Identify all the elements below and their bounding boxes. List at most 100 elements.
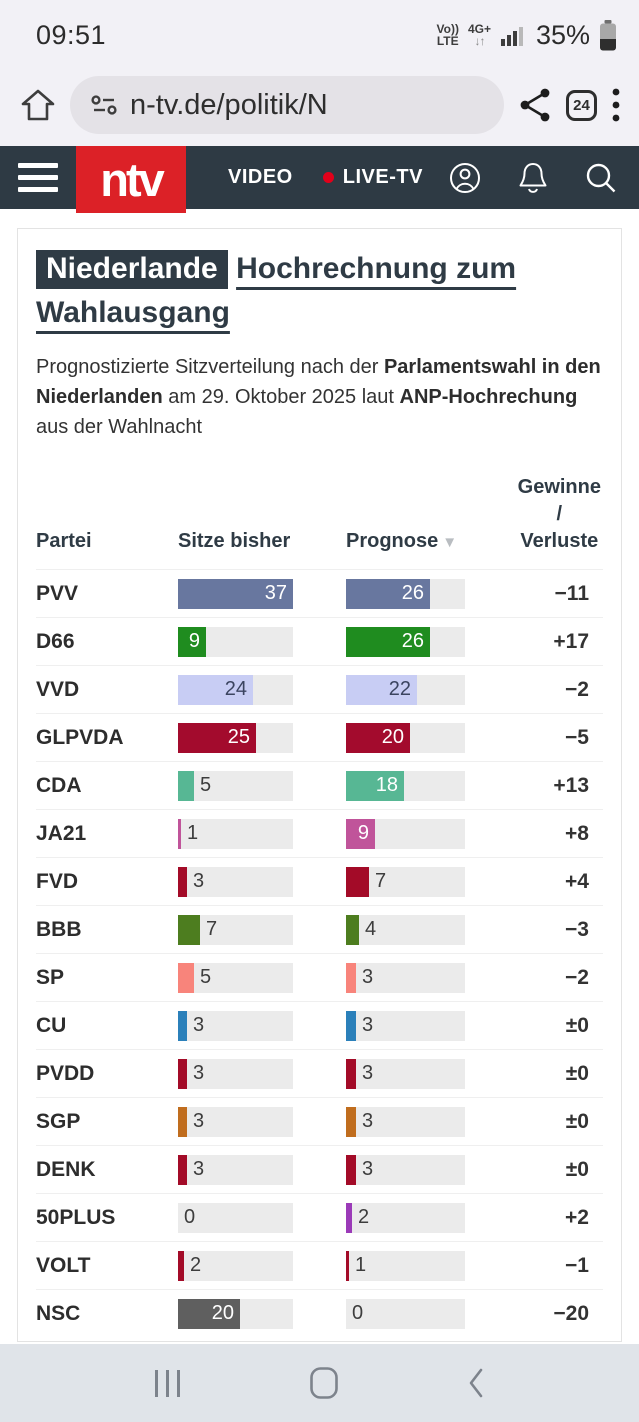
tab-switcher-button[interactable]: 24 — [566, 89, 597, 121]
table-row: NSC 20 0 −20 — [36, 1289, 603, 1337]
party-name: CDA — [36, 773, 82, 797]
table-row: FVD 3 7 +4 — [36, 857, 603, 905]
table-header: Partei Sitze bisher Prognose ▼ Gewinne / … — [36, 474, 603, 569]
party-name: FVD — [36, 869, 78, 893]
seats-before-bar: 24 — [178, 674, 293, 705]
party-name: CU — [36, 1013, 67, 1037]
hamburger-menu-icon[interactable] — [0, 163, 76, 192]
forecast-bar: 18 — [346, 770, 465, 801]
table-row: CDA 5 18 +13 — [36, 761, 603, 809]
change-value: −1 — [565, 1253, 589, 1277]
seat-value: 26 — [401, 582, 424, 604]
seat-bar-fill — [178, 866, 187, 897]
seats-before-bar: 2 — [178, 1250, 293, 1281]
party-name: D66 — [36, 629, 75, 653]
seat-bar-fill — [178, 1010, 187, 1041]
nav-video[interactable]: VIDEO — [228, 166, 293, 188]
seat-bar-fill — [346, 1010, 356, 1041]
article-card: Niederlande Hochrechnung zum Wahlausgang… — [17, 228, 622, 1342]
seat-bar-fill — [178, 1250, 184, 1281]
seat-value: 25 — [227, 726, 250, 748]
battery-icon — [600, 19, 616, 50]
change-value: ±0 — [565, 1013, 589, 1037]
recent-apps-icon[interactable] — [155, 1369, 180, 1397]
seats-before-bar: 0 — [178, 1202, 293, 1233]
party-name: 50PLUS — [36, 1205, 116, 1229]
seat-value: 7 — [206, 918, 218, 940]
address-bar[interactable]: n-tv.de/politik/N — [70, 76, 504, 134]
live-dot-icon — [322, 172, 334, 183]
seats-before-bar: 3 — [178, 1010, 293, 1041]
forecast-bar: 3 — [346, 1010, 465, 1041]
table-row: SGP 3 3 ±0 — [36, 1097, 603, 1145]
table-row: JA21 1 9 +8 — [36, 809, 603, 857]
seats-before-bar: 25 — [178, 722, 293, 753]
table-row: PVDD 3 3 ±0 — [36, 1049, 603, 1097]
network-type-icon: 4G+ ↓↑ — [467, 22, 491, 48]
seats-before-bar: 3 — [178, 866, 293, 897]
forecast-bar: 3 — [346, 962, 465, 993]
col-header-prognose[interactable]: Prognose ▼ — [346, 530, 458, 552]
table-row: VVD 24 22 −2 — [36, 665, 603, 713]
party-name: SP — [36, 965, 65, 989]
seat-bar-fill: 9 — [346, 818, 375, 849]
seat-value: 20 — [381, 726, 404, 748]
table-row: SP 5 3 −2 — [36, 953, 603, 1001]
browser-menu-icon[interactable] — [611, 87, 621, 123]
nav-live-tv[interactable]: LIVE-TV — [322, 166, 423, 189]
seat-value: 1 — [187, 822, 199, 844]
party-name: VOLT — [36, 1253, 91, 1277]
seat-bar-fill: 20 — [178, 1298, 240, 1329]
tab-count: 24 — [573, 96, 590, 114]
table-row: D66 9 26 +17 — [36, 617, 603, 665]
forecast-bar: 20 — [346, 722, 465, 753]
forecast-bar: 26 — [346, 578, 465, 609]
seat-value: 3 — [193, 1158, 205, 1180]
table-row: VOLT 2 1 −1 — [36, 1241, 603, 1289]
table-row: CU 3 3 ±0 — [36, 1001, 603, 1049]
notifications-bell-icon[interactable] — [517, 161, 549, 195]
seat-value: 3 — [362, 1158, 374, 1180]
forecast-bar: 2 — [346, 1202, 465, 1233]
change-value: +2 — [565, 1205, 589, 1229]
change-value: −5 — [565, 725, 589, 749]
android-home-icon[interactable] — [310, 1367, 338, 1399]
seat-bar-fill — [178, 818, 181, 849]
seat-bar-fill — [346, 1106, 356, 1137]
forecast-bar: 9 — [346, 818, 465, 849]
change-value: ±0 — [565, 1061, 589, 1085]
seat-bar-fill — [178, 962, 194, 993]
col-header-partei: Partei — [36, 530, 92, 552]
seat-value: 26 — [401, 630, 424, 652]
android-back-icon[interactable] — [468, 1368, 484, 1398]
forecast-bar: 7 — [346, 866, 465, 897]
search-icon[interactable] — [585, 162, 617, 194]
change-value: −11 — [554, 581, 589, 605]
article-intro: Prognostizierte Sitzverteilung nach der … — [36, 356, 601, 438]
page-info-icon[interactable] — [90, 91, 118, 119]
seats-before-bar: 1 — [178, 818, 293, 849]
change-value: −3 — [565, 917, 589, 941]
seat-value: 2 — [358, 1206, 370, 1228]
seat-value: 0 — [352, 1302, 364, 1324]
change-value: ±0 — [565, 1157, 589, 1181]
seat-bar-fill — [346, 1250, 349, 1281]
change-value: −2 — [565, 677, 589, 701]
seat-bar-fill: 18 — [346, 770, 404, 801]
seat-bar-fill: 20 — [346, 722, 410, 753]
home-icon[interactable] — [20, 88, 56, 122]
share-icon[interactable] — [518, 87, 552, 123]
seats-before-bar: 3 — [178, 1154, 293, 1185]
profile-icon[interactable] — [449, 162, 481, 194]
seat-bar-fill — [346, 914, 359, 945]
seat-bar-fill: 9 — [178, 626, 206, 657]
table-row: GLPVDA 25 20 −5 — [36, 713, 603, 761]
seats-before-bar: 3 — [178, 1106, 293, 1137]
ntv-logo[interactable]: ntv — [76, 146, 186, 213]
seat-value: 24 — [224, 678, 247, 700]
seat-bar-fill: 25 — [178, 722, 256, 753]
seat-bar-fill: 26 — [346, 578, 430, 609]
browser-toolbar: n-tv.de/politik/N 24 — [0, 70, 639, 146]
page-content: Niederlande Hochrechnung zum Wahlausgang… — [0, 209, 639, 1344]
